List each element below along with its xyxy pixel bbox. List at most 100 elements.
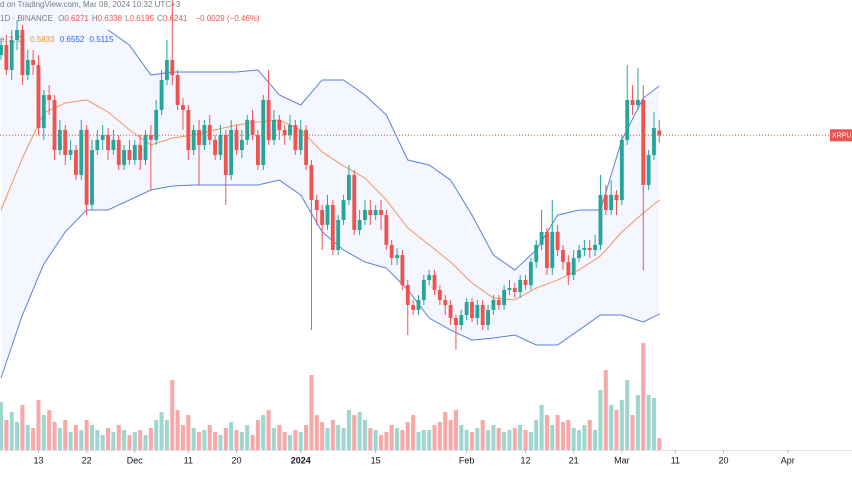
volume-bar [57, 428, 62, 450]
volume-bar [106, 428, 111, 450]
volume-bar [635, 395, 640, 450]
candle-body [566, 262, 571, 276]
volume-bar [346, 410, 351, 450]
volume-bar [630, 415, 635, 450]
candle-body [496, 299, 501, 306]
volume-bar [47, 410, 52, 450]
volume-bar [502, 432, 507, 450]
volume-bar [52, 422, 57, 450]
bb-upper-value: 0.6552 [59, 35, 85, 44]
bb-middle-value: 0.5833 [30, 35, 55, 44]
candle-body [411, 305, 416, 310]
candle-body [384, 215, 389, 245]
volume-bar [582, 425, 587, 450]
candle-body [132, 144, 137, 161]
candle-body [577, 249, 581, 259]
candle-body [523, 279, 528, 286]
symbol-line: 1D · BINANCE O0.6271 H0.6338 L0.6195 C0.624… [0, 14, 263, 23]
volume-bar [213, 432, 218, 450]
x-tick-label: Mar [614, 455, 630, 465]
candle-body [518, 279, 523, 293]
volume-bar [9, 412, 14, 450]
candle-body [154, 109, 159, 140]
candle-body [170, 59, 175, 76]
candle-body [555, 231, 560, 250]
candle-body [213, 139, 218, 155]
candle-body [197, 129, 201, 145]
candle-body [470, 302, 474, 319]
volume-bar [341, 428, 346, 450]
band-fill [1, 0, 660, 378]
volume-bar [432, 425, 437, 450]
volume-bar [619, 400, 624, 450]
candle-body [598, 194, 603, 245]
candle-body [464, 302, 469, 316]
volume-bar [384, 432, 389, 450]
candle-body [480, 305, 485, 326]
ohlc-value: 0.6271 [64, 14, 89, 23]
volume-bar [577, 430, 582, 450]
ohlc-label: L [125, 14, 130, 23]
candle-body [106, 134, 110, 151]
volume-bar [336, 425, 341, 450]
candle-body [218, 134, 223, 155]
volume-bar [560, 422, 566, 450]
volume-bar [416, 432, 421, 450]
volume-bar [480, 420, 485, 450]
volume-bar [287, 435, 293, 450]
volume-bar [368, 428, 373, 450]
candle-body [0, 45, 3, 56]
candle-body [437, 289, 442, 300]
x-tick-label: 11 [184, 455, 193, 465]
volume-bar [603, 370, 608, 450]
candle-body [571, 258, 576, 276]
volume-bar [282, 432, 287, 450]
volume-bar [0, 402, 4, 450]
candle-body [603, 194, 608, 211]
candle-body [74, 150, 78, 175]
candle-body [544, 231, 549, 269]
candle-body [528, 262, 533, 286]
candle-body [122, 150, 127, 165]
candle-body [379, 210, 383, 216]
volume-bar [427, 430, 432, 450]
volume-bar [646, 395, 651, 450]
x-tick-label: 11 [671, 455, 680, 465]
candle-body [47, 95, 52, 100]
volume-bar [320, 422, 325, 450]
candle-body [593, 244, 598, 250]
candle-body [9, 39, 14, 70]
volume-bar [20, 405, 25, 450]
volume-bar [68, 432, 73, 450]
candle-body [164, 59, 169, 80]
volume-bar [555, 415, 560, 450]
volume-bar [614, 410, 619, 450]
volume-bar [314, 415, 319, 450]
volume-bar [73, 425, 78, 450]
candle-body [266, 99, 271, 140]
volume-bar [159, 412, 164, 450]
volume-bar [218, 435, 223, 450]
volume-bar [191, 428, 196, 450]
ohlc-label: O [58, 14, 65, 23]
volume-bar [271, 428, 276, 450]
candle-body [502, 289, 507, 306]
volume-bar [486, 430, 491, 450]
volume-bar [566, 420, 571, 450]
candle-body [646, 154, 651, 185]
candle-body [288, 124, 292, 135]
volume-bar [593, 430, 598, 450]
volume-bar [507, 430, 512, 450]
price-label: XRPU [832, 133, 851, 140]
volume-bar [223, 428, 228, 450]
candle-body [314, 200, 319, 211]
candle-body [255, 134, 260, 165]
volume-bar [164, 420, 169, 450]
volume-bar [459, 425, 464, 450]
candle-body [138, 144, 143, 161]
candle-body [459, 315, 464, 326]
candle-body [159, 79, 164, 110]
volume-bar [175, 410, 180, 450]
volume-bar [523, 430, 528, 450]
plot-area [0, 0, 852, 450]
